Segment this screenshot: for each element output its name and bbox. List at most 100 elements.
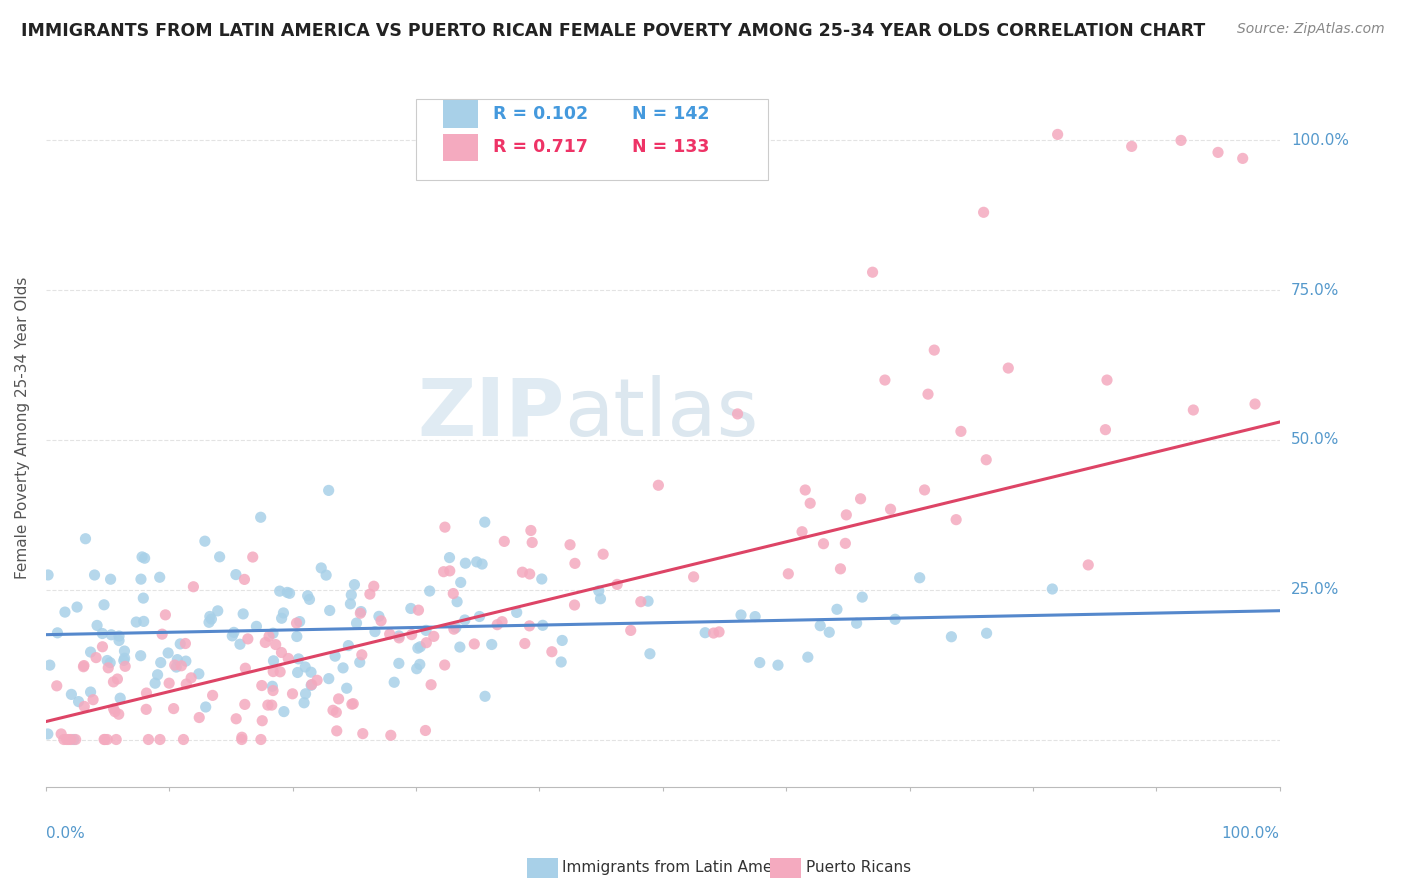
Point — [250, 732, 273, 747]
Point — [225, 712, 247, 726]
Point — [1077, 558, 1099, 572]
Point — [474, 690, 496, 704]
Point — [423, 629, 446, 643]
Text: 0.0%: 0.0% — [46, 826, 84, 841]
Point — [231, 732, 253, 747]
Point — [352, 726, 374, 740]
Point — [818, 625, 841, 640]
Point — [281, 687, 304, 701]
Point — [131, 549, 153, 564]
Point — [797, 650, 820, 665]
Point — [446, 595, 468, 609]
Point — [149, 732, 172, 747]
Point — [242, 549, 264, 564]
Point — [637, 594, 659, 608]
Point — [707, 624, 730, 639]
Point — [350, 605, 373, 619]
Point — [174, 654, 197, 668]
Point — [299, 678, 322, 692]
Point — [200, 612, 222, 626]
Point — [221, 629, 243, 643]
Point — [564, 598, 586, 612]
Point — [309, 561, 332, 575]
Point — [433, 658, 456, 673]
Point — [105, 732, 128, 747]
Point — [884, 612, 907, 626]
Point — [91, 640, 114, 654]
Point — [558, 538, 581, 552]
Point — [471, 557, 494, 571]
Point — [103, 702, 125, 716]
Point — [269, 665, 291, 679]
Text: N = 133: N = 133 — [633, 138, 710, 156]
Point — [269, 584, 291, 599]
Point — [589, 591, 612, 606]
Point — [235, 661, 257, 675]
Point — [62, 732, 84, 747]
Point — [273, 606, 295, 620]
Text: 75.0%: 75.0% — [1291, 283, 1339, 298]
Point — [45, 679, 67, 693]
Point — [180, 671, 202, 685]
Point — [730, 607, 752, 622]
Point — [292, 696, 315, 710]
Point — [513, 636, 536, 650]
Point — [463, 637, 485, 651]
Text: N = 142: N = 142 — [633, 105, 710, 123]
Point — [138, 732, 160, 747]
Point — [174, 677, 197, 691]
Point — [328, 692, 350, 706]
Point — [531, 618, 554, 632]
Point — [813, 537, 835, 551]
Point — [550, 655, 572, 669]
Point — [66, 600, 89, 615]
Point — [541, 645, 564, 659]
Point — [232, 607, 254, 621]
Point — [388, 629, 411, 643]
Point — [494, 534, 516, 549]
Point — [606, 577, 628, 591]
Point — [233, 698, 256, 712]
Point — [382, 675, 405, 690]
Point — [37, 568, 59, 582]
Point — [169, 637, 191, 651]
Point — [318, 672, 340, 686]
Point — [172, 732, 194, 747]
Point — [359, 587, 381, 601]
Point — [174, 636, 197, 650]
Point — [433, 520, 456, 534]
Point — [997, 361, 1019, 376]
Point — [474, 515, 496, 529]
Point — [149, 570, 172, 584]
Point — [332, 661, 354, 675]
Point — [245, 619, 267, 633]
Point — [415, 636, 437, 650]
Point — [285, 630, 308, 644]
Point — [72, 659, 94, 673]
Point — [82, 692, 104, 706]
Point — [748, 656, 770, 670]
Point — [976, 626, 998, 640]
Point — [65, 732, 87, 747]
Point — [388, 631, 411, 645]
Point — [454, 556, 477, 570]
Point — [1232, 152, 1254, 166]
Point — [262, 626, 284, 640]
Point — [350, 648, 373, 662]
Point — [188, 710, 211, 724]
Text: R = 0.717: R = 0.717 — [492, 138, 588, 156]
Point — [276, 585, 298, 599]
Point — [449, 640, 471, 654]
Point — [162, 701, 184, 715]
Point — [399, 601, 422, 615]
Text: Immigrants from Latin America: Immigrants from Latin America — [562, 861, 801, 875]
Point — [53, 605, 76, 619]
Point — [340, 588, 363, 602]
Point — [378, 627, 401, 641]
Point — [349, 606, 371, 620]
Point — [405, 662, 427, 676]
Point — [638, 647, 661, 661]
Point — [236, 632, 259, 646]
Text: R = 0.102: R = 0.102 — [492, 105, 588, 123]
Point — [143, 676, 166, 690]
